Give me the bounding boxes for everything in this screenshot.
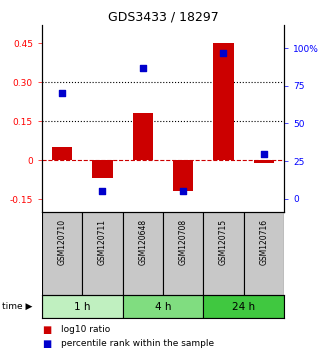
Bar — [82, 212, 123, 295]
Text: 4 h: 4 h — [155, 302, 171, 312]
Point — [60, 91, 65, 96]
Point — [100, 188, 105, 194]
Bar — [203, 212, 244, 295]
Text: 1 h: 1 h — [74, 302, 91, 312]
Bar — [203, 295, 284, 318]
Bar — [42, 212, 82, 295]
Text: GSM120711: GSM120711 — [98, 219, 107, 265]
Text: GSM120708: GSM120708 — [179, 219, 188, 265]
Text: ■: ■ — [42, 325, 51, 335]
Text: log10 ratio: log10 ratio — [61, 325, 110, 335]
Title: GDS3433 / 18297: GDS3433 / 18297 — [108, 11, 218, 24]
Point — [261, 151, 266, 156]
Bar — [173, 160, 193, 191]
Text: GSM120710: GSM120710 — [58, 219, 67, 265]
Point — [221, 50, 226, 56]
Bar — [123, 295, 203, 318]
Point — [140, 65, 145, 71]
Bar — [244, 212, 284, 295]
Bar — [163, 212, 203, 295]
Bar — [213, 43, 234, 160]
Bar — [123, 212, 163, 295]
Text: GSM120648: GSM120648 — [138, 219, 147, 265]
Text: GSM120716: GSM120716 — [259, 219, 268, 265]
Bar — [92, 160, 113, 178]
Text: percentile rank within the sample: percentile rank within the sample — [61, 339, 214, 348]
Bar — [42, 295, 123, 318]
Bar — [52, 147, 72, 160]
Bar — [133, 113, 153, 160]
Point — [181, 188, 186, 194]
Text: time ▶: time ▶ — [2, 302, 32, 311]
Text: GSM120715: GSM120715 — [219, 219, 228, 265]
Text: 24 h: 24 h — [232, 302, 255, 312]
Text: ■: ■ — [42, 339, 51, 349]
Bar — [254, 160, 274, 162]
